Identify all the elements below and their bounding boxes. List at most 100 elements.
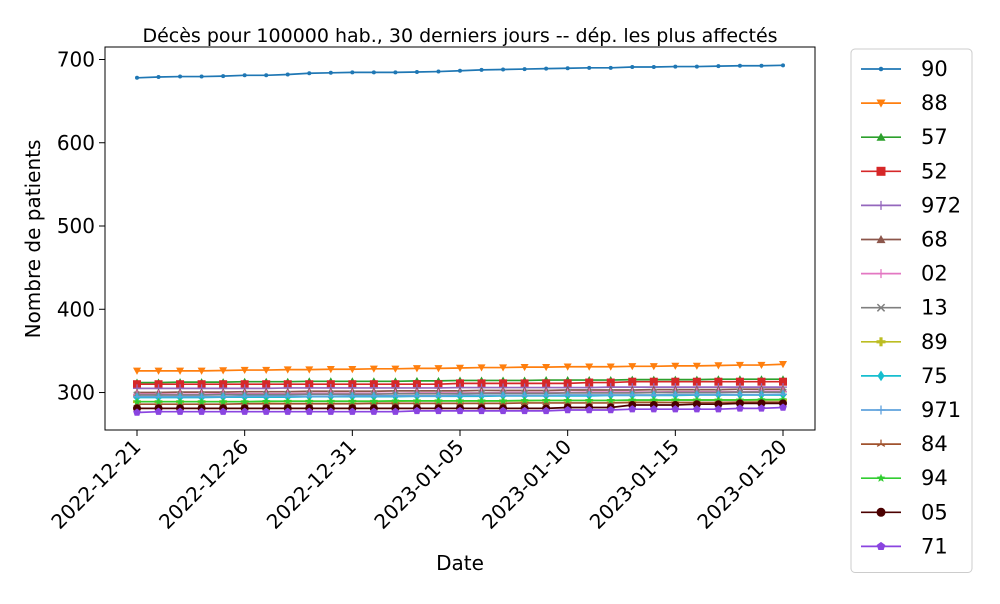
data-point-52-24 xyxy=(649,377,658,386)
legend-marker xyxy=(876,405,886,415)
data-point-88-12 xyxy=(391,365,400,373)
data-point-71-4 xyxy=(219,407,227,415)
series-71 xyxy=(133,403,787,416)
legend-label: 94 xyxy=(921,466,948,490)
data-point-52-27 xyxy=(714,377,723,386)
data-point-52-17 xyxy=(499,379,508,388)
legend-marker xyxy=(876,541,886,551)
data-point-52-1 xyxy=(154,380,163,389)
legend-marker xyxy=(876,99,886,108)
legend-marker xyxy=(876,269,886,279)
data-point-94-5 xyxy=(240,397,249,405)
data-point-88-0 xyxy=(133,367,141,375)
data-point-90-21 xyxy=(587,65,592,70)
data-point-94-12 xyxy=(391,396,400,405)
data-point-94-0 xyxy=(133,397,141,405)
legend-item-972: 972 xyxy=(861,193,961,217)
data-point-71-25 xyxy=(671,405,680,413)
plot-area xyxy=(133,63,787,416)
series-94 xyxy=(133,395,787,405)
data-point-52-22 xyxy=(606,378,615,387)
data-point-71-30 xyxy=(779,403,787,411)
legend-label: 71 xyxy=(921,534,948,558)
data-point-94-22 xyxy=(606,396,615,404)
data-point-71-6 xyxy=(262,407,270,415)
data-point-90-9 xyxy=(328,70,333,75)
data-point-90-28 xyxy=(737,63,742,68)
data-point-71-24 xyxy=(650,405,658,413)
data-point-88-13 xyxy=(412,365,421,373)
legend-label: 971 xyxy=(921,398,961,422)
legend-marker xyxy=(876,439,886,447)
data-point-90-2 xyxy=(178,74,183,79)
data-point-88-27 xyxy=(714,362,723,370)
data-point-52-19 xyxy=(542,379,551,388)
x-axis: 2022-12-21 2022-12-26 2022-12-31 2023-01-05… xyxy=(46,430,792,534)
data-point-71-20 xyxy=(563,406,572,414)
data-point-90-23 xyxy=(630,64,635,69)
legend-marker xyxy=(876,132,886,141)
data-point-90-30 xyxy=(781,63,785,68)
data-point-88-3 xyxy=(197,367,206,375)
legend-marker xyxy=(876,303,886,312)
data-point-71-26 xyxy=(693,405,701,413)
data-point-94-17 xyxy=(499,396,507,405)
data-point-90-8 xyxy=(307,71,312,76)
data-point-88-8 xyxy=(305,366,314,374)
data-point-71-3 xyxy=(197,407,206,415)
data-point-90-17 xyxy=(501,67,506,72)
legend-item-02: 02 xyxy=(861,262,948,286)
data-point-52-30 xyxy=(779,377,787,386)
data-point-90-22 xyxy=(608,65,613,70)
x-tick-label: 2023-01-05 xyxy=(369,435,468,534)
data-point-94-1 xyxy=(154,397,163,405)
legend-label: 972 xyxy=(921,193,961,217)
legend-item-13: 13 xyxy=(861,296,948,320)
data-point-90-16 xyxy=(479,67,484,72)
data-point-94-8 xyxy=(305,397,314,405)
data-point-94-2 xyxy=(176,397,184,405)
data-point-94-23 xyxy=(628,396,637,404)
y-tick-label: 300 xyxy=(57,381,95,405)
data-point-90-26 xyxy=(694,64,699,69)
data-point-71-0 xyxy=(133,408,141,416)
data-point-94-11 xyxy=(370,397,378,405)
data-point-88-4 xyxy=(219,367,228,375)
data-point-94-7 xyxy=(283,397,292,405)
data-point-90-6 xyxy=(264,73,269,78)
data-point-90-0 xyxy=(135,75,139,80)
data-point-88-17 xyxy=(499,364,508,372)
data-point-71-13 xyxy=(413,406,421,415)
legend-marker xyxy=(876,166,886,176)
data-point-88-15 xyxy=(456,364,464,372)
data-point-05-28 xyxy=(735,399,744,408)
legend-frame xyxy=(850,48,973,573)
y-tick-label: 400 xyxy=(57,297,95,321)
legend-item-57: 57 xyxy=(861,125,948,149)
data-point-94-14 xyxy=(434,396,443,405)
data-point-94-10 xyxy=(348,397,357,405)
legend-item-84: 84 xyxy=(861,432,948,456)
x-tick-label: 2022-12-26 xyxy=(154,435,253,534)
x-tick-label: 2023-01-10 xyxy=(477,435,576,534)
data-point-90-14 xyxy=(436,69,441,74)
legend-marker xyxy=(876,200,886,210)
legend-item-90: 90 xyxy=(861,57,948,81)
x-tick-label: 2022-12-31 xyxy=(262,435,361,534)
data-point-88-21 xyxy=(585,363,594,371)
plot-frame xyxy=(104,46,816,431)
data-point-90-12 xyxy=(393,70,398,75)
data-point-90-20 xyxy=(565,66,570,71)
data-point-71-12 xyxy=(391,407,400,415)
data-point-90-10 xyxy=(350,70,355,75)
data-point-90-7 xyxy=(285,72,290,77)
x-axis-label: Date xyxy=(436,551,484,575)
data-point-71-15 xyxy=(456,406,464,415)
x-tick-label: 2023-01-20 xyxy=(692,435,791,534)
data-point-71-17 xyxy=(499,406,507,415)
data-point-71-7 xyxy=(283,407,292,415)
data-point-05-26 xyxy=(692,400,701,409)
data-point-52-25 xyxy=(671,377,680,386)
data-point-94-21 xyxy=(585,396,593,404)
